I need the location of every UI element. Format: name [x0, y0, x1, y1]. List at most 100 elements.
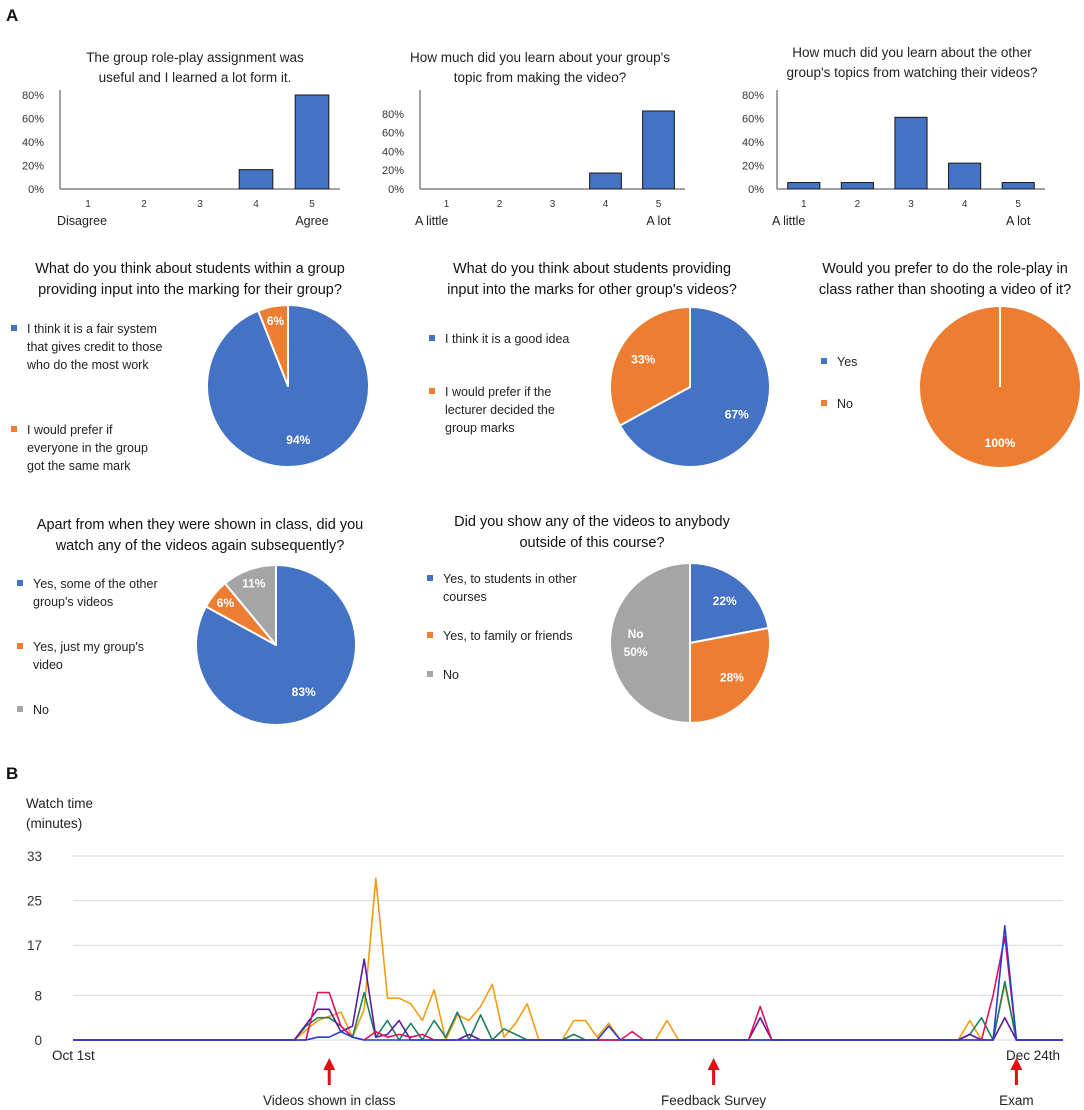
legend-label: Yes, to family or friends	[443, 629, 572, 643]
x-tick-label: 3	[550, 199, 556, 210]
bar	[894, 116, 928, 190]
y-tick-label: 33	[27, 849, 42, 864]
pie-slice	[689, 562, 770, 644]
bar-chart-title: group's topics from watching their video…	[787, 65, 1038, 80]
y-tick-label: 20%	[382, 165, 404, 177]
pie-data-label: 33%	[631, 352, 655, 366]
x-right-label: A lot	[1006, 214, 1031, 228]
x-left-label: A little	[772, 214, 805, 228]
legend-swatch	[17, 706, 23, 712]
y-axis-title: Watch time	[26, 796, 93, 811]
series-line	[73, 958, 1063, 1041]
annotation-arrowhead	[707, 1058, 720, 1070]
legend-swatch	[427, 575, 433, 581]
bar-chart-title: The group role-play assignment was	[86, 50, 304, 65]
legend-label: I think it is a fair system	[27, 322, 157, 336]
pie-chart-title: Apart from when they were shown in class…	[37, 517, 363, 533]
x-tick-label: 2	[497, 199, 503, 210]
legend-label: Yes, some of the other	[33, 577, 158, 591]
pie-data-label: 100%	[985, 436, 1016, 450]
legend-label: I think it is a good idea	[445, 332, 569, 346]
legend-label: No	[837, 397, 853, 411]
series-line	[73, 877, 1063, 1041]
bar-chart-title: How much did you learn about the other	[792, 45, 1032, 60]
pie-slice	[609, 306, 691, 427]
y-tick-label: 0%	[388, 184, 404, 196]
pie-data-label: No	[628, 627, 644, 641]
pie-data-label: 6%	[217, 596, 235, 610]
x-tick-label: 4	[253, 199, 259, 210]
pie-data-label: 67%	[725, 408, 749, 422]
legend-swatch	[11, 325, 17, 331]
pie-chart-title: Did you show any of the videos to anybod…	[454, 514, 730, 530]
bar	[294, 94, 330, 190]
pie-data-label: 6%	[267, 314, 285, 328]
x-tick-label: 3	[197, 199, 203, 210]
pie-slice	[689, 627, 771, 724]
legend-swatch	[821, 400, 827, 406]
x-tick-label: 1	[85, 199, 91, 210]
annotation-arrowhead	[1010, 1058, 1023, 1070]
pie-slice	[618, 306, 771, 468]
series-line	[73, 924, 1063, 1041]
legend-label: group's videos	[33, 595, 113, 609]
legend-label: who do the most work	[26, 358, 149, 372]
y-tick-label: 60%	[22, 114, 44, 126]
legend-swatch	[17, 580, 23, 586]
y-tick-label: 60%	[382, 128, 404, 140]
bar-chart-title: How much did you learn about your group'…	[410, 50, 670, 65]
legend-label: No	[33, 703, 49, 717]
legend-swatch	[429, 335, 435, 341]
series-line	[73, 935, 1063, 1041]
panel-label-a: A	[6, 6, 18, 25]
legend-label: that gives credit to those	[27, 340, 163, 354]
legend-label: lecturer decided the	[445, 403, 555, 417]
x-end-label: Dec 24th	[1006, 1048, 1060, 1063]
legend-label: No	[443, 668, 459, 682]
x-left-label: Disagree	[57, 214, 107, 228]
bar	[238, 169, 274, 190]
pie-chart-title: What do you think about students within …	[35, 261, 345, 277]
y-tick-label: 0%	[28, 184, 44, 196]
x-start-label: Oct 1st	[52, 1048, 95, 1063]
y-tick-label: 80%	[22, 90, 44, 102]
bar	[787, 182, 821, 190]
y-tick-label: 17	[27, 938, 42, 953]
x-tick-label: 2	[855, 199, 861, 210]
legend-label: Yes	[837, 355, 857, 369]
pie-slice	[224, 564, 277, 646]
bar	[1001, 182, 1035, 190]
pie-data-label: 28%	[720, 671, 744, 685]
annotation-label: Videos shown in class	[263, 1093, 396, 1108]
bar-chart-title: topic from making the video?	[454, 70, 627, 85]
legend-label: group marks	[445, 421, 514, 435]
x-tick-label: 5	[1015, 199, 1021, 210]
pie-chart-title: watch any of the videos again subsequent…	[55, 538, 345, 554]
legend-label: courses	[443, 590, 487, 604]
x-tick-label: 2	[141, 199, 147, 210]
x-tick-label: 1	[444, 199, 450, 210]
y-tick-label: 20%	[742, 161, 764, 173]
pie-slice	[609, 562, 691, 724]
y-tick-label: 80%	[382, 109, 404, 121]
y-tick-label: 25	[27, 894, 42, 909]
pie-chart-title: class rather than shooting a video of it…	[819, 282, 1071, 298]
legend-label: Yes, just my group's	[33, 640, 144, 654]
x-tick-label: 4	[962, 199, 968, 210]
pie-data-label: 22%	[713, 594, 737, 608]
pie-chart-title: Would you prefer to do the role-play in	[822, 261, 1068, 277]
legend-label: Yes, to students in other	[443, 572, 577, 586]
x-tick-label: 5	[309, 199, 315, 210]
x-right-label: A lot	[646, 214, 671, 228]
y-tick-label: 0%	[748, 184, 764, 196]
legend-swatch	[427, 632, 433, 638]
legend-label: video	[33, 658, 63, 672]
pie-slice	[257, 304, 289, 387]
x-right-label: Agree	[295, 214, 328, 228]
bar-chart-title: useful and I learned a lot form it.	[99, 70, 292, 85]
x-tick-label: 4	[603, 199, 609, 210]
legend-label: I would prefer if	[27, 423, 113, 437]
pie-data-label: 11%	[242, 576, 266, 590]
y-axis-title: (minutes)	[26, 816, 82, 831]
